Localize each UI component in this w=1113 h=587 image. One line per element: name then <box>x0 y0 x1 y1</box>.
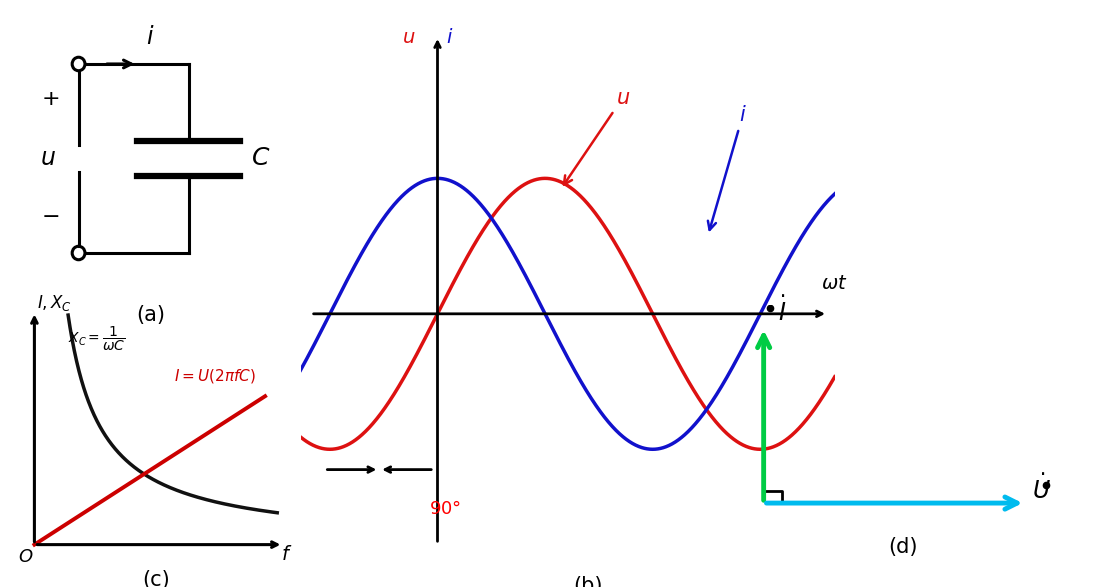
Text: $C$: $C$ <box>250 147 270 170</box>
Text: $i$: $i$ <box>446 28 453 47</box>
Text: $I,X_C$: $I,X_C$ <box>38 294 72 313</box>
Text: $O$: $O$ <box>18 548 33 566</box>
Text: $90°$: $90°$ <box>430 500 462 518</box>
Text: (c): (c) <box>142 569 169 587</box>
Text: $\dot{I}$: $\dot{I}$ <box>778 296 787 326</box>
Text: (a): (a) <box>136 305 165 325</box>
Text: $\omega t$: $\omega t$ <box>821 275 848 294</box>
Text: $+$: $+$ <box>41 89 59 109</box>
Text: $u$: $u$ <box>564 88 630 184</box>
Text: (d): (d) <box>888 537 917 556</box>
Text: $i$: $i$ <box>146 25 155 49</box>
Text: $I{=}U(2\pi fC)$: $I{=}U(2\pi fC)$ <box>174 367 256 385</box>
Text: $-$: $-$ <box>41 205 60 225</box>
Text: $X_C{=}\dfrac{1}{\omega C}$: $X_C{=}\dfrac{1}{\omega C}$ <box>68 325 126 353</box>
Text: $u$: $u$ <box>40 147 56 170</box>
Text: $\dot{U}$: $\dot{U}$ <box>1032 474 1051 504</box>
Text: $i$: $i$ <box>708 106 747 230</box>
Text: (b): (b) <box>573 575 603 587</box>
Text: $u$: $u$ <box>402 28 415 47</box>
Text: $f$: $f$ <box>280 545 292 564</box>
